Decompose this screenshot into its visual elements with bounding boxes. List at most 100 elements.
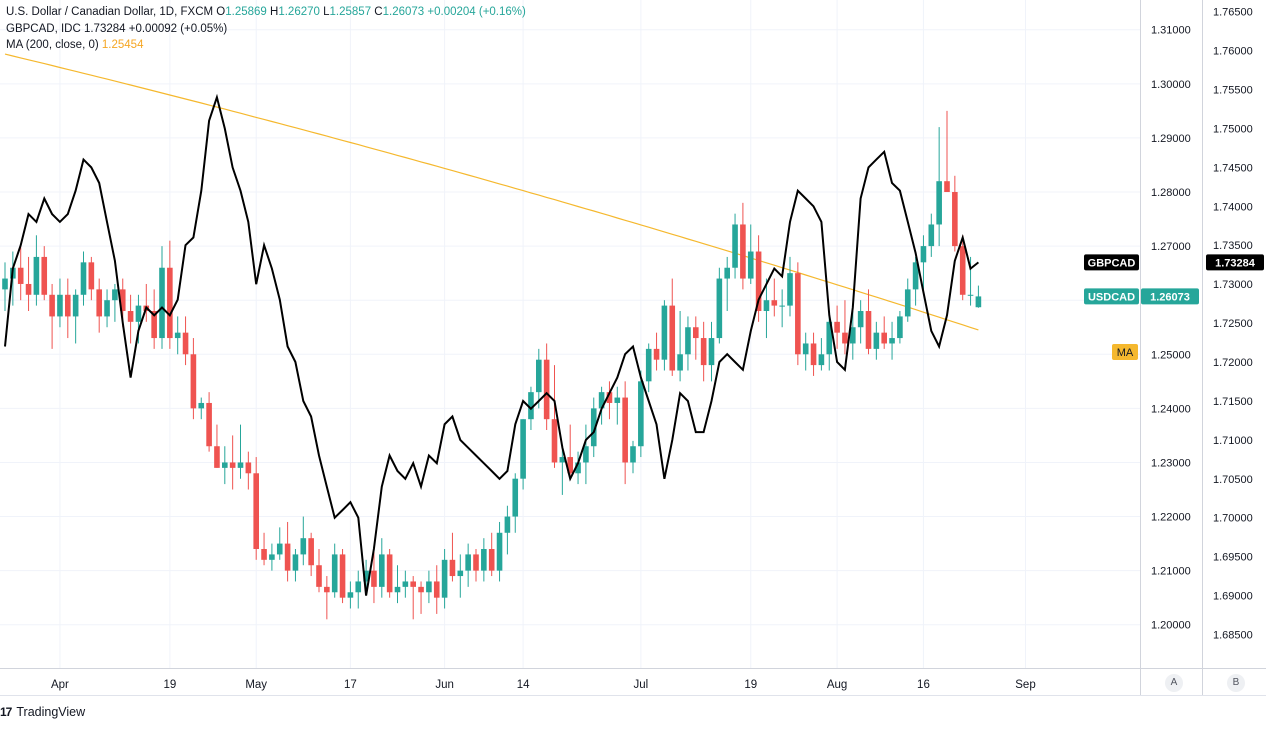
candle-up xyxy=(355,581,362,593)
candle-up xyxy=(496,532,503,571)
candle-up xyxy=(57,294,63,317)
candle-down xyxy=(410,581,416,587)
candle-up xyxy=(614,397,621,403)
x-tick-label: Jun xyxy=(435,679,454,691)
gbpcad-name-tag xyxy=(1084,254,1139,271)
candle-up xyxy=(787,273,793,306)
legend-ma-row[interactable]: MA (200, close, 0) 1.25454 xyxy=(6,37,526,54)
gbpcad-value-tag xyxy=(1206,254,1264,271)
usdcad-name-tag xyxy=(1084,288,1139,305)
candle-up xyxy=(72,294,79,317)
candle-up xyxy=(33,256,40,295)
gbpcad-line-layer xyxy=(4,93,980,596)
candle-down xyxy=(17,267,24,284)
candle-down xyxy=(190,354,197,409)
gbpcad-tick-label: 1.72500 xyxy=(1213,318,1253,330)
candle-down xyxy=(653,348,660,360)
gbpcad-name-tag-text: GBPCAD xyxy=(1088,257,1136,269)
candle-down xyxy=(944,181,950,193)
candle-up xyxy=(80,262,87,295)
candle-down xyxy=(473,554,479,571)
x-tick-label: Apr xyxy=(51,679,69,691)
candle-down xyxy=(308,538,314,566)
usdcad-tick-label: 1.25000 xyxy=(1151,349,1191,361)
gbpcad-tick-label: 1.72000 xyxy=(1213,357,1253,369)
candle-down xyxy=(229,462,236,468)
candle-up xyxy=(237,462,244,468)
x-tick-label: 19 xyxy=(744,679,757,691)
candle-down xyxy=(253,473,259,550)
candle-up xyxy=(630,446,636,463)
candle-up xyxy=(928,224,935,247)
candle-down xyxy=(127,311,134,322)
candle-up xyxy=(818,354,825,366)
legend-open-value: 1.25869 xyxy=(225,6,267,18)
gbpcad-tick-label: 1.71000 xyxy=(1213,435,1253,447)
usdcad-tick-label: 1.31000 xyxy=(1151,25,1191,37)
tradingview-brand[interactable]: 17 TradingView xyxy=(0,705,85,719)
candle-up xyxy=(661,305,668,360)
candle-down xyxy=(167,267,173,339)
legend-compare-row[interactable]: GBPCAD, IDC 1.73284 +0.00092 (+0.05%) xyxy=(6,21,526,38)
gbpcad-line xyxy=(4,93,980,596)
gbpcad-tick-label: 1.76000 xyxy=(1213,46,1253,58)
candle-down xyxy=(449,559,456,577)
candle-down xyxy=(182,332,189,355)
candle-up xyxy=(583,446,589,463)
usdcad-tick-label: 1.20000 xyxy=(1151,620,1191,632)
candle-down xyxy=(25,283,32,295)
axes: 1.20000 1.21000 1.22000 1.23000 1.24000 1.250… xyxy=(0,0,1266,696)
x-tick-label: 19 xyxy=(163,679,176,691)
gbpcad-tick-label: 1.70000 xyxy=(1213,513,1253,525)
x-tick-label: Jul xyxy=(633,679,648,691)
candle-up xyxy=(112,289,118,301)
tradingview-logo-icon: 17 xyxy=(0,705,12,719)
legend-high-value: 1.26270 xyxy=(278,6,320,18)
candle-down xyxy=(834,321,840,333)
candle-down xyxy=(214,446,220,468)
candle-up xyxy=(394,586,401,593)
x-tick-label: 14 xyxy=(517,679,530,691)
candle-up xyxy=(897,316,903,339)
candle-up xyxy=(904,289,911,317)
candle-up xyxy=(159,267,165,339)
candle-up xyxy=(559,457,566,463)
gbpcad-tick-label: 1.69500 xyxy=(1213,552,1253,564)
legend-ma-title: MA (200, close, 0) xyxy=(6,39,99,51)
usdcad-tick-label: 1.27000 xyxy=(1151,241,1191,253)
candle-up xyxy=(222,462,228,468)
candle-up xyxy=(763,300,770,312)
candle-down xyxy=(551,419,558,463)
candle-up xyxy=(732,224,738,268)
candle-down xyxy=(65,294,71,317)
candle-down xyxy=(245,462,252,474)
candle-down xyxy=(339,554,346,598)
candle-up xyxy=(857,311,864,328)
x-tick-label: Sep xyxy=(1015,679,1035,691)
candle-up xyxy=(481,549,487,571)
candlestick-series xyxy=(2,110,982,620)
candle-up xyxy=(638,381,644,447)
gbpcad-tick-label: 1.71500 xyxy=(1213,396,1253,408)
legend-change: +0.00204 (+0.16%) xyxy=(427,6,526,18)
legend-high-label: H xyxy=(270,6,279,18)
candle-up xyxy=(104,300,110,317)
scale-button-a[interactable]: A xyxy=(1165,674,1183,692)
candle-down xyxy=(881,332,887,344)
candle-down xyxy=(700,338,707,366)
brand-name: TradingView xyxy=(16,705,86,719)
usdcad-tick-label: 1.21000 xyxy=(1151,566,1191,578)
gbpcad-tick-label: 1.70500 xyxy=(1213,474,1253,486)
candle-up xyxy=(504,516,511,533)
candle-up xyxy=(363,570,369,582)
legend-main-row[interactable]: U.S. Dollar / Canadian Dollar, 1D, FXCM … xyxy=(6,4,526,21)
usdcad-name-tag-text: USDCAD xyxy=(1088,291,1135,303)
usdcad-tick-label: 1.29000 xyxy=(1151,133,1191,145)
scale-button-b[interactable]: B xyxy=(1227,674,1245,692)
gbpcad-tick-label: 1.76500 xyxy=(1213,7,1253,19)
candle-up xyxy=(708,338,715,366)
candle-down xyxy=(151,311,157,339)
candle-up xyxy=(465,554,471,571)
x-tick-label: 17 xyxy=(344,679,357,691)
